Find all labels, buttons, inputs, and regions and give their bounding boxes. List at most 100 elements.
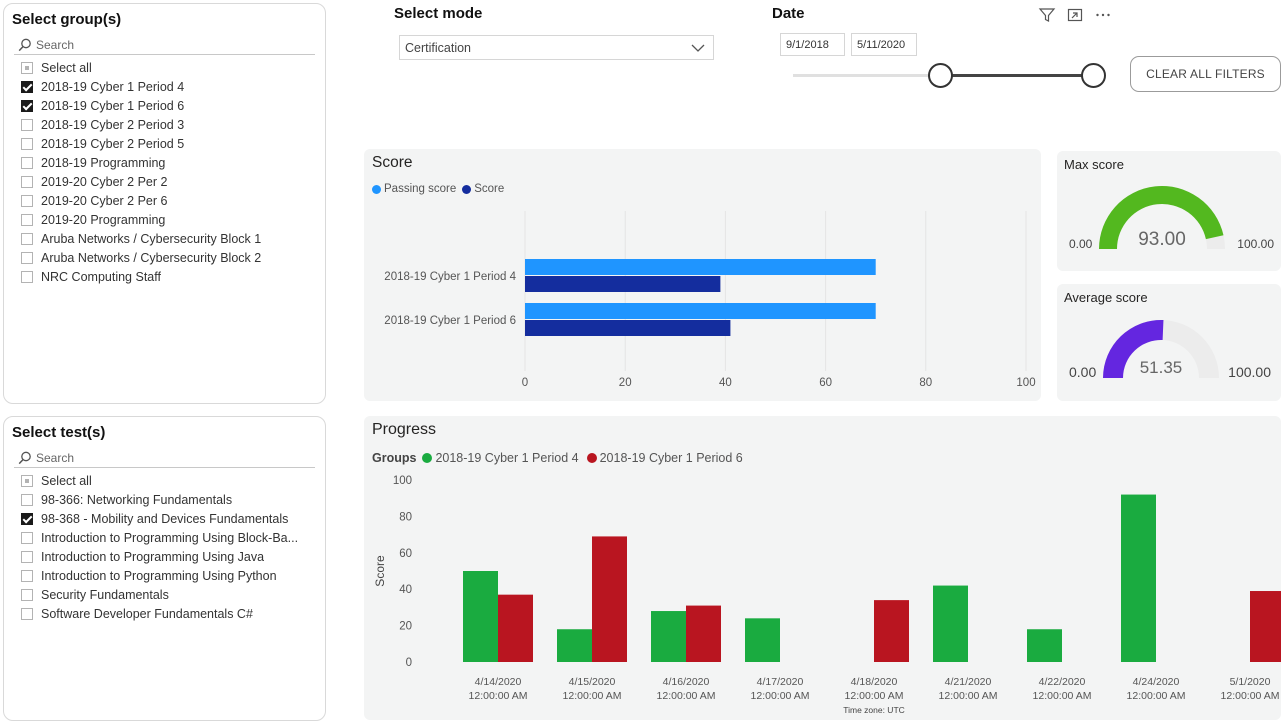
period4-bar[interactable] xyxy=(745,618,780,662)
period6-bar[interactable] xyxy=(498,594,533,662)
x-tick-time: 12:00:00 AM xyxy=(657,690,716,702)
search-icon xyxy=(18,38,31,51)
checkbox[interactable] xyxy=(21,213,33,226)
x-tick-label: 80 xyxy=(919,377,932,389)
x-tick-label: 0 xyxy=(522,377,528,389)
tests-item-label: Select all xyxy=(41,473,92,488)
score-bar-chart: 0 20 40 60 80 100 2018-19 Cyber 1 Period 4 2018… xyxy=(384,211,1036,389)
tests-item[interactable]: Introduction to Programming Using Python xyxy=(4,566,325,585)
groups-item[interactable]: Select all xyxy=(4,58,325,77)
checkbox[interactable] xyxy=(21,251,33,264)
groups-slicer: Select group(s) Search Select all 2018-19… xyxy=(3,3,326,404)
score-chart-legend: Passing score Score xyxy=(372,183,504,195)
tests-item[interactable]: 98-366: Networking Fundamentals xyxy=(4,490,325,509)
period4-bar[interactable] xyxy=(1027,629,1062,662)
period6-bar[interactable] xyxy=(874,600,909,662)
groups-item-label: 2018-19 Cyber 2 Period 5 xyxy=(41,136,185,151)
groups-item[interactable]: 2018-19 Programming xyxy=(4,153,325,172)
checkbox[interactable] xyxy=(21,588,33,601)
checkbox[interactable] xyxy=(21,118,33,131)
checkbox[interactable] xyxy=(21,137,33,150)
groups-item[interactable]: 2018-19 Cyber 1 Period 6 xyxy=(4,96,325,115)
checkbox[interactable] xyxy=(21,156,33,169)
tests-slicer: Select test(s) Search Select all 98-366: … xyxy=(3,416,326,721)
groups-item-label: NRC Computing Staff xyxy=(41,269,161,284)
gauge-value-arc[interactable] xyxy=(1103,320,1164,378)
legend-title: Groups xyxy=(372,451,417,465)
tests-item-label: 98-366: Networking Fundamentals xyxy=(41,492,233,507)
period4-bar[interactable] xyxy=(1121,494,1156,662)
period4-bar[interactable] xyxy=(557,629,592,662)
groups-item[interactable]: 2019-20 Cyber 2 Per 6 xyxy=(4,191,325,210)
tests-item[interactable]: Introduction to Programming Using Block-… xyxy=(4,528,325,547)
period4-bar[interactable] xyxy=(463,571,498,662)
tests-item[interactable]: Software Developer Fundamentals C# xyxy=(4,604,325,623)
checkbox[interactable] xyxy=(21,550,33,563)
period6-bar[interactable] xyxy=(686,605,721,662)
more-options-icon[interactable] xyxy=(1094,6,1112,24)
clear-all-filters-button[interactable]: CLEAR ALL FILTERS xyxy=(1130,56,1281,92)
tests-item[interactable]: Security Fundamentals xyxy=(4,585,325,604)
tests-item[interactable]: Select all xyxy=(4,471,325,490)
checkbox[interactable] xyxy=(21,194,33,207)
x-tick-date: 4/21/2020 xyxy=(945,676,992,688)
checkbox[interactable] xyxy=(21,99,33,112)
checkbox[interactable] xyxy=(21,531,33,544)
groups-item[interactable]: Aruba Networks / Cybersecurity Block 1 xyxy=(4,229,325,248)
checkbox[interactable] xyxy=(21,175,33,188)
groups-search-input[interactable]: Search xyxy=(14,35,315,55)
x-tick-label: 100 xyxy=(1016,377,1035,389)
checkbox[interactable] xyxy=(21,474,33,487)
y-tick-label: 0 xyxy=(406,657,412,669)
filter-icon[interactable] xyxy=(1038,6,1056,24)
checkbox[interactable] xyxy=(21,270,33,283)
period4-bar[interactable] xyxy=(933,585,968,662)
groups-item-label: 2018-19 Cyber 1 Period 6 xyxy=(41,98,185,113)
checkbox[interactable] xyxy=(21,61,33,74)
checkbox[interactable] xyxy=(21,569,33,582)
score-chart-panel: Score Passing score Score 0 20 40 60 80 100 20… xyxy=(364,149,1041,401)
groups-item-label: 2019-20 Cyber 2 Per 2 xyxy=(41,174,168,189)
focus-mode-icon[interactable] xyxy=(1066,6,1084,24)
mode-value: Certification xyxy=(405,40,471,55)
groups-item[interactable]: Aruba Networks / Cybersecurity Block 2 xyxy=(4,248,325,267)
period4-bar[interactable] xyxy=(651,611,686,662)
period6-bar[interactable] xyxy=(592,536,627,662)
date-label: Date xyxy=(772,5,805,22)
progress-chart-panel: Progress Groups 2018-19 Cyber 1 Period 4… xyxy=(364,416,1281,720)
passing-score-bar[interactable] xyxy=(525,303,876,319)
groups-item-label: 2019-20 Cyber 2 Per 6 xyxy=(41,193,168,208)
checkbox[interactable] xyxy=(21,607,33,620)
tests-item[interactable]: 98-368 - Mobility and Devices Fundamenta… xyxy=(4,509,325,528)
date-end-input[interactable]: 5/11/2020 xyxy=(851,33,917,56)
gauge-value-arc[interactable] xyxy=(1099,185,1224,249)
groups-item[interactable]: 2018-19 Cyber 1 Period 4 xyxy=(4,77,325,96)
x-tick-time: 12:00:00 AM xyxy=(751,690,810,702)
period6-bar[interactable] xyxy=(1250,591,1281,662)
gauge-value-label: 93.00 xyxy=(1138,229,1186,250)
x-tick-date: 4/18/2020 xyxy=(851,676,898,688)
groups-item[interactable]: 2018-19 Cyber 2 Period 5 xyxy=(4,134,325,153)
mode-dropdown[interactable]: Certification xyxy=(399,35,714,60)
date-start-input[interactable]: 9/1/2018 xyxy=(780,33,845,56)
date-slider-end-handle[interactable] xyxy=(1081,63,1106,88)
groups-item[interactable]: 2019-20 Cyber 2 Per 2 xyxy=(4,172,325,191)
x-tick-date: 4/24/2020 xyxy=(1133,676,1180,688)
checkbox[interactable] xyxy=(21,80,33,93)
checkbox[interactable] xyxy=(21,232,33,245)
groups-item[interactable]: NRC Computing Staff xyxy=(4,267,325,286)
tests-item[interactable]: Introduction to Programming Using Java xyxy=(4,547,325,566)
groups-item-label: 2018-19 Programming xyxy=(41,155,166,170)
passing-score-bar[interactable] xyxy=(525,259,876,275)
tests-search-input[interactable]: Search xyxy=(14,448,315,468)
max-score-card: Max score 93.00 0.00 100.00 xyxy=(1057,151,1281,271)
checkbox[interactable] xyxy=(21,512,33,525)
score-bar[interactable] xyxy=(525,320,731,336)
groups-item-label: Aruba Networks / Cybersecurity Block 2 xyxy=(41,250,262,265)
groups-item[interactable]: 2019-20 Programming xyxy=(4,210,325,229)
checkbox[interactable] xyxy=(21,493,33,506)
groups-item[interactable]: 2018-19 Cyber 2 Period 3 xyxy=(4,115,325,134)
score-bar[interactable] xyxy=(525,276,721,292)
date-slider-start-handle[interactable] xyxy=(928,63,953,88)
x-tick-time: 12:00:00 AM xyxy=(469,690,528,702)
